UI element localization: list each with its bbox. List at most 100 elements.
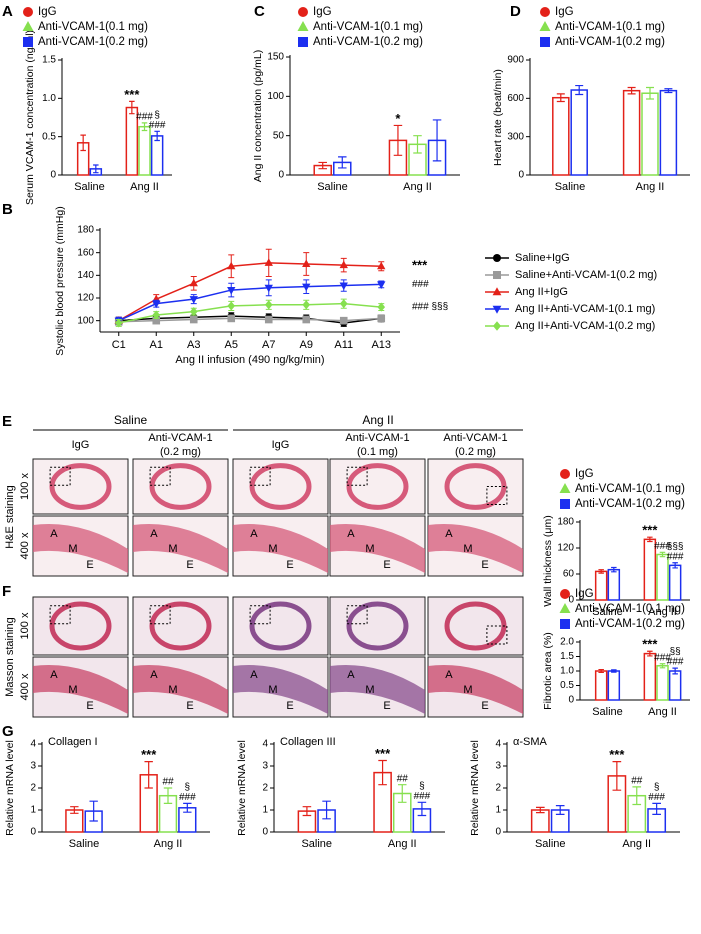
zoom-box <box>49 605 71 625</box>
error-bar <box>611 566 617 573</box>
vessel <box>49 601 112 651</box>
y-tick-label: 0 <box>262 827 268 838</box>
significance-label: § <box>419 781 425 792</box>
layer-label: A <box>150 528 158 540</box>
y-tick-label: 0.5 <box>560 680 574 691</box>
y-tick-label: 1.5 <box>560 651 574 662</box>
error-bar <box>598 668 604 674</box>
error-bar <box>417 801 427 817</box>
layer-label: M <box>68 684 77 696</box>
vessel-wall <box>233 524 328 573</box>
legend-marker <box>560 619 570 629</box>
y-axis-label: Heart rate (beat/min) <box>492 69 504 166</box>
x-tick-label: Ang II <box>622 838 651 850</box>
column-label: Anti-VCAM-1 <box>443 432 507 444</box>
legend-marker <box>298 7 308 17</box>
zoom-box <box>149 605 171 625</box>
error-bar <box>647 650 653 657</box>
line <box>118 317 382 323</box>
legend-marker <box>493 321 501 331</box>
legend-marker <box>540 7 550 17</box>
error-bar <box>556 93 565 103</box>
error-bar <box>612 761 622 791</box>
panel-letter: E <box>2 413 12 430</box>
x-tick-label: Saline <box>592 706 623 718</box>
y-tick-label: 0 <box>568 595 574 606</box>
y-tick-label: 4 <box>30 739 36 750</box>
y-tick-label: 3 <box>30 761 36 772</box>
marker <box>189 296 198 304</box>
error-bar <box>664 88 673 94</box>
column-label: (0.2 mg) <box>455 446 496 458</box>
significance-label: *** <box>642 637 658 652</box>
y-tick-label: 900 <box>507 55 524 66</box>
significance-label: * <box>395 111 401 126</box>
error-bar <box>322 800 331 820</box>
layer-label: A <box>250 528 258 540</box>
y-tick-label: 1.5 <box>42 55 56 66</box>
line <box>118 315 382 324</box>
legend-label: Anti-VCAM-1(0.2 mg) <box>313 36 423 48</box>
y-tick-label: 140 <box>77 270 94 281</box>
column-label: (0.1 mg) <box>357 446 398 458</box>
error-bar <box>93 164 99 174</box>
stain-label: H&E staining <box>4 485 16 549</box>
significance-label: *** <box>375 746 391 761</box>
significance-label: ### <box>654 652 671 663</box>
legend-label: Anti-VCAM-1(0.2 mg) <box>575 618 685 630</box>
y-tick-label: 180 <box>557 517 574 528</box>
vessel <box>249 463 312 510</box>
marker <box>302 300 311 310</box>
zoom-box <box>486 486 508 505</box>
significance-label: ### <box>412 279 429 290</box>
error-bar <box>397 784 407 803</box>
layer-label: E <box>286 559 293 571</box>
y-tick-label: 150 <box>267 52 284 63</box>
x-tick-label: A13 <box>371 339 391 351</box>
x-tick-label: Saline <box>317 181 348 193</box>
y-tick-label: 50 <box>273 130 285 141</box>
marker <box>302 283 311 292</box>
marker <box>227 314 236 323</box>
layer-label: A <box>250 669 258 681</box>
marker <box>264 315 273 324</box>
error-bar <box>555 805 565 815</box>
marker <box>377 314 386 323</box>
zoom-box <box>249 466 271 486</box>
significance-label: ## <box>397 773 409 784</box>
zoom-box <box>49 466 71 486</box>
error-bar <box>413 135 422 154</box>
zoom-box <box>486 625 508 645</box>
column-label: IgG <box>72 439 90 451</box>
zoom-box <box>346 605 368 625</box>
significance-label: ## <box>631 776 643 787</box>
x-tick-label: Ang II <box>388 838 417 850</box>
zoom-box <box>149 466 171 486</box>
error-bar <box>672 667 678 675</box>
y-axis-label: Fibrotic area (%) <box>542 632 554 710</box>
significance-label: ### §§§ <box>412 302 448 313</box>
error-bar <box>163 787 173 804</box>
significance-label: ### <box>648 792 665 803</box>
x-tick-label: Ang II <box>154 838 183 850</box>
x-tick-label: Saline <box>74 181 105 193</box>
significance-label: §§§ <box>667 541 684 552</box>
error-bar <box>70 806 79 814</box>
layer-label: E <box>481 559 488 571</box>
micrograph <box>232 596 329 656</box>
micrograph <box>132 596 229 656</box>
marker <box>227 287 236 295</box>
error-bar <box>144 761 153 789</box>
marker <box>339 316 348 325</box>
x-tick-label: Saline <box>592 606 623 618</box>
layer-label: M <box>463 543 472 555</box>
y-tick-label: 0 <box>518 170 524 181</box>
y-tick-label: 3 <box>262 761 268 772</box>
micrograph <box>132 458 229 515</box>
column-label: Anti-VCAM-1 <box>148 432 212 444</box>
layer-label: M <box>168 684 177 696</box>
legend-marker <box>493 254 501 262</box>
error-bar <box>318 161 327 170</box>
vessel-wall <box>428 665 523 714</box>
x-tick-label: A3 <box>187 339 200 351</box>
